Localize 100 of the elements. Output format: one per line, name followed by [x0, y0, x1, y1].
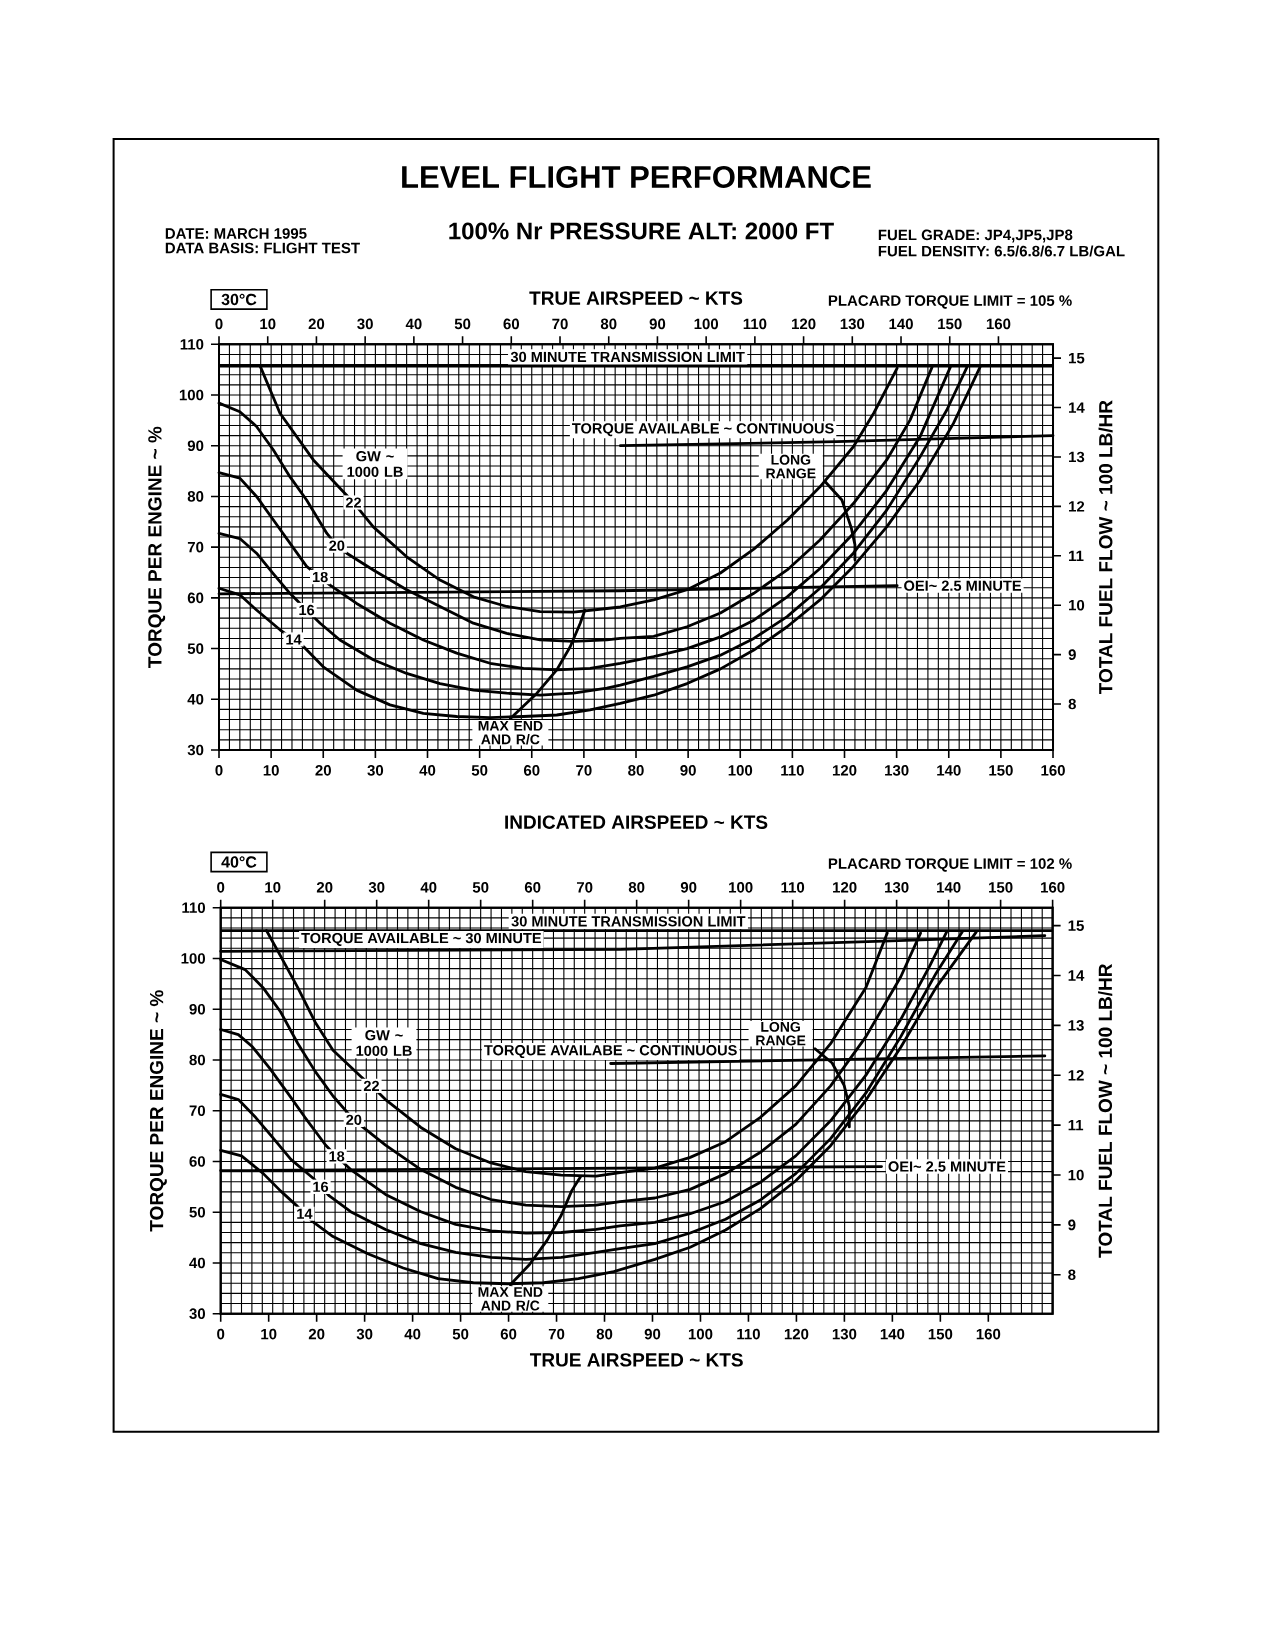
- x2-tick-label: 70: [552, 318, 568, 330]
- x-tick-label: 50: [472, 882, 489, 893]
- text: PLACARD TORQUE LIMIT = 102 %: [828, 858, 1072, 872]
- text: PLACARD TORQUE LIMIT = 105 %: [828, 295, 1072, 309]
- series-label: 14: [286, 634, 302, 645]
- y2-tick-label: 10: [1069, 599, 1085, 611]
- y2-tick-label: 13: [1069, 451, 1085, 463]
- x2-tick-label: 150: [928, 1328, 953, 1340]
- x-tick-label: 10: [263, 765, 279, 776]
- x2-tick-label: 0: [215, 318, 223, 330]
- ref-line-label: 30 MINUTE TRANSMISSION LIMIT: [510, 351, 745, 363]
- series-label: 22: [345, 497, 362, 508]
- y2-tick-label: 12: [1068, 1070, 1084, 1081]
- x2-axis-title: TRUE AIRSPEED ~ KTS: [529, 1353, 743, 1367]
- x2-tick-label: 110: [743, 318, 767, 330]
- x-tick-label: 110: [781, 882, 805, 893]
- x-tick-label: 10: [265, 882, 281, 893]
- y-tick-label: 60: [187, 592, 204, 604]
- series-label: MAX END AND R/C: [478, 1287, 543, 1311]
- y-tick-label: 110: [182, 902, 205, 914]
- x-tick-label: 40: [419, 765, 436, 776]
- y2-tick-label: 8: [1068, 1269, 1076, 1281]
- x2-tick-label: 130: [832, 1328, 857, 1340]
- text: FUEL GRADE: JP4,JP5,JP8: [878, 229, 1073, 243]
- y2-tick-label: 12: [1069, 501, 1085, 512]
- x-tick-label: 140: [937, 765, 961, 776]
- x2-tick-label: 90: [644, 1328, 661, 1340]
- x2-tick-label: 130: [840, 318, 865, 330]
- y-tick-label: 80: [189, 1054, 206, 1066]
- y2-axis-title: TOTAL FUEL FLOW ~ 100 LB/HR: [1098, 400, 1113, 695]
- x-tick-label: 110: [781, 765, 804, 776]
- y2-axis-title: TOTAL FUEL FLOW ~ 100 LB/HR: [1098, 963, 1113, 1258]
- x-tick-label: 160: [1041, 882, 1065, 893]
- y-tick-label: 110: [180, 338, 204, 350]
- x2-tick-label: 100: [694, 318, 719, 330]
- chart-subtitle: 100% Nr PRESSURE ALT: 2000 FT: [449, 222, 834, 240]
- x2-tick-label: 0: [217, 1328, 225, 1340]
- annotation: GW ~ 1000 LB: [356, 1030, 412, 1056]
- x2-tick-label: 50: [454, 318, 471, 330]
- x-tick-label: 30: [367, 765, 384, 776]
- x-tick-label: 100: [728, 765, 753, 776]
- x-tick-label: 0: [217, 882, 225, 893]
- series-label: TORQUE AVAILABE ~ CONTINUOUS: [484, 1045, 737, 1059]
- series-label: 18: [312, 571, 328, 583]
- x2-tick-label: 40: [404, 1328, 421, 1340]
- series-label: LONG RANGE: [756, 1021, 806, 1046]
- x2-tick-label: 70: [548, 1328, 565, 1340]
- y-tick-label: 70: [189, 1105, 206, 1117]
- x2-tick-label: 10: [260, 318, 276, 330]
- x-tick-label: 40: [420, 882, 437, 893]
- text: 30°C: [221, 293, 257, 306]
- x-tick-label: 80: [628, 765, 644, 776]
- y-tick-label: 50: [189, 1206, 206, 1218]
- series-label: 14: [297, 1208, 313, 1219]
- series-label: LONG RANGE: [766, 454, 816, 479]
- x2-tick-label: 90: [649, 318, 666, 330]
- text: 40°C: [221, 856, 257, 868]
- y-axis-title: TORQUE PER ENGINE ~ %: [148, 426, 166, 668]
- y2-tick-label: 10: [1068, 1169, 1084, 1181]
- x-tick-label: 20: [315, 765, 331, 776]
- x2-axis-title: TRUE AIRSPEED ~ KTS: [529, 291, 743, 305]
- x2-tick-label: 60: [503, 318, 520, 330]
- y-tick-label: 30: [189, 1308, 206, 1320]
- y2-tick-label: 8: [1068, 698, 1076, 710]
- y2-tick-label: 11: [1068, 1120, 1084, 1131]
- x2-tick-label: 160: [976, 1328, 1001, 1340]
- y2-tick-label: 15: [1068, 920, 1084, 931]
- series-label: 16: [313, 1181, 329, 1193]
- x2-tick-label: 30: [357, 318, 373, 330]
- series-label: OEI~ 2.5 MINUTE: [888, 1161, 1006, 1172]
- x2-tick-label: 20: [308, 1328, 325, 1340]
- y2-tick-label: 13: [1068, 1020, 1084, 1031]
- x-tick-label: 120: [833, 882, 857, 893]
- x-tick-label: 60: [523, 765, 540, 776]
- series-label: TORQUE AVAILABLE ~ 30 MINUTE: [301, 932, 542, 946]
- ref-line-label: 30 MINUTE TRANSMISSION LIMIT: [511, 916, 746, 927]
- y-tick-label: 90: [189, 1003, 206, 1015]
- text: DATA BASIS: FLIGHT TEST: [165, 242, 360, 254]
- y-tick-label: 40: [187, 693, 204, 705]
- x2-tick-label: 30: [356, 1328, 373, 1340]
- series-label: OEI~ 2.5 MINUTE: [904, 580, 1022, 591]
- y2-tick-label: 14: [1068, 970, 1085, 981]
- x-tick-label: 60: [524, 882, 541, 893]
- text: DATE: MARCH 1995: [165, 228, 307, 239]
- x2-tick-label: 80: [600, 318, 617, 330]
- x-tick-label: 90: [680, 882, 697, 893]
- x-tick-label: 70: [576, 882, 593, 893]
- x-tick-label: 150: [989, 882, 1013, 893]
- x-tick-label: 50: [471, 765, 488, 776]
- series-label: 20: [329, 540, 345, 551]
- x-tick-label: 0: [215, 765, 223, 776]
- x-tick-label: 120: [832, 765, 857, 776]
- x2-tick-label: 60: [500, 1328, 517, 1340]
- series-label: 18: [329, 1151, 345, 1162]
- x-tick-label: 140: [937, 882, 961, 893]
- y-tick-label: 40: [189, 1257, 206, 1269]
- x2-tick-label: 120: [784, 1328, 809, 1340]
- y-axis-title: TORQUE PER ENGINE ~ %: [149, 990, 167, 1232]
- x-tick-label: 30: [368, 882, 385, 893]
- y2-tick-label: 15: [1069, 352, 1085, 364]
